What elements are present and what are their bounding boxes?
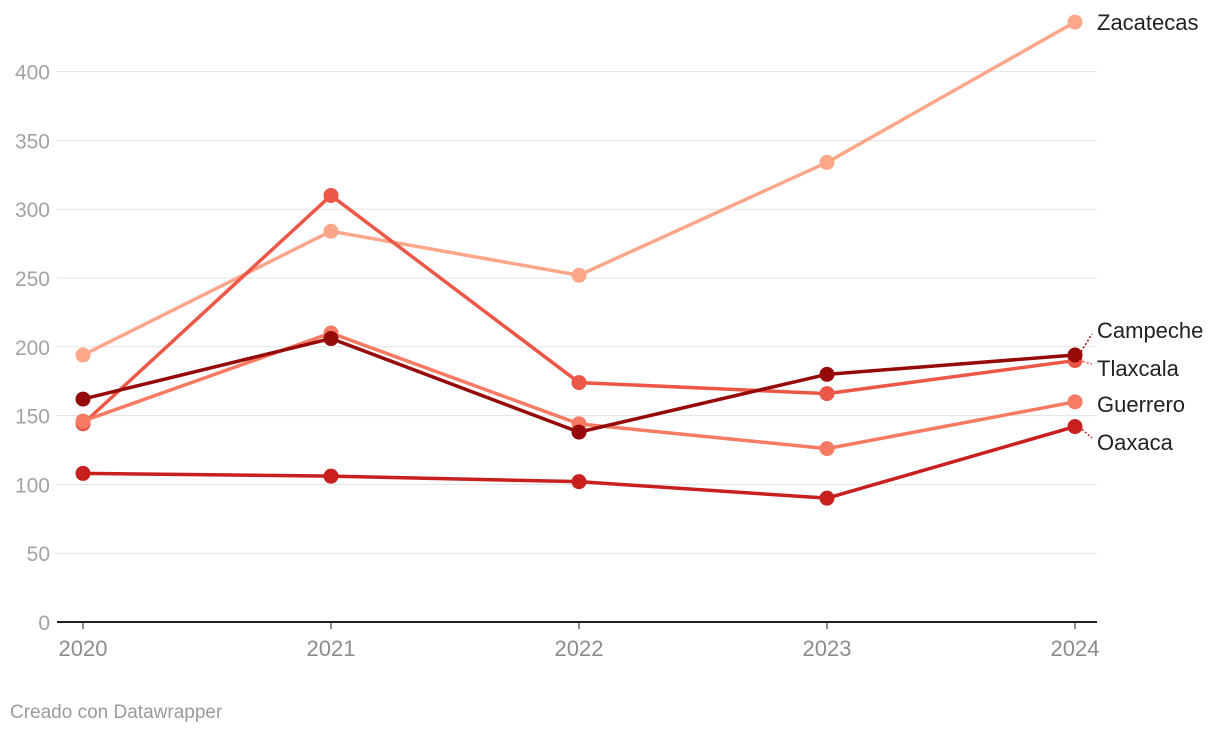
data-point-tlaxcala — [323, 187, 339, 203]
credit-footer: Creado con Datawrapper — [10, 702, 223, 723]
data-point-campeche — [819, 366, 835, 382]
y-tick-label: 150 — [15, 406, 50, 429]
x-tick-label: 2024 — [1051, 636, 1100, 661]
data-point-guerrero — [819, 441, 835, 457]
series-label-guerrero: Guerrero — [1097, 392, 1185, 417]
data-point-zacatecas — [819, 154, 835, 170]
data-point-campeche — [1067, 347, 1083, 363]
y-tick-label: 50 — [27, 543, 50, 566]
data-point-zacatecas — [75, 347, 91, 363]
y-tick-label: 300 — [15, 199, 50, 222]
data-point-campeche — [75, 391, 91, 407]
series-label-oaxaca: Oaxaca — [1097, 430, 1174, 455]
y-tick-label: 0 — [38, 612, 50, 635]
series-points — [75, 14, 1083, 506]
series-label-tlaxcala: Tlaxcala — [1097, 356, 1180, 381]
y-tick-label: 350 — [15, 130, 50, 153]
x-tick-label: 2022 — [555, 636, 604, 661]
y-tick-label: 200 — [15, 337, 50, 360]
data-point-zacatecas — [1067, 14, 1083, 30]
x-tick-label: 2021 — [307, 636, 356, 661]
data-point-guerrero — [1067, 394, 1083, 410]
data-point-oaxaca — [571, 474, 587, 490]
label-leader-campeche — [1078, 333, 1093, 356]
series-label-campeche: Campeche — [1097, 318, 1203, 343]
data-point-campeche — [571, 424, 587, 440]
gridlines — [57, 71, 1097, 623]
data-point-oaxaca — [75, 465, 91, 481]
data-point-oaxaca — [819, 490, 835, 506]
data-point-tlaxcala — [571, 375, 587, 391]
y-tick-label: 400 — [15, 62, 50, 85]
x-axis-ticks: 2020 2021 2022 2023 2024 — [59, 622, 1100, 661]
data-point-oaxaca — [1067, 419, 1083, 435]
data-point-tlaxcala — [819, 386, 835, 402]
data-point-oaxaca — [323, 468, 339, 484]
label-leader-oaxaca — [1078, 426, 1093, 439]
x-tick-label: 2023 — [803, 636, 852, 661]
data-point-guerrero — [75, 413, 91, 429]
series-label-zacatecas: Zacatecas — [1097, 10, 1199, 35]
series-labels: Zacatecas Tlaxcala Guerrero Campeche Oaxaca — [1078, 10, 1203, 455]
data-point-zacatecas — [323, 223, 339, 239]
y-tick-label: 250 — [15, 268, 50, 291]
data-point-campeche — [323, 331, 339, 347]
y-axis-ticks: 0 50 100 150 200 250 300 350 400 — [15, 62, 50, 635]
data-point-zacatecas — [571, 267, 587, 283]
x-tick-label: 2020 — [59, 636, 108, 661]
y-tick-label: 100 — [15, 474, 50, 497]
